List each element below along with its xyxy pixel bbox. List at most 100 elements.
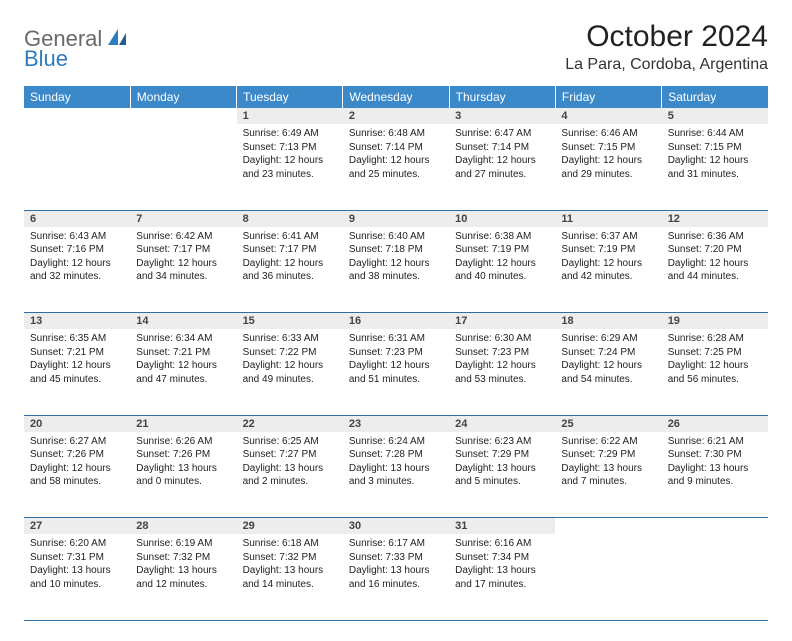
daylight-line2: and 0 minutes.	[136, 475, 230, 489]
day-cell: Sunrise: 6:33 AMSunset: 7:22 PMDaylight:…	[237, 329, 343, 415]
sunset-line: Sunset: 7:15 PM	[561, 141, 655, 155]
daylight-line2: and 49 minutes.	[243, 373, 337, 387]
sunrise-line: Sunrise: 6:30 AM	[455, 332, 549, 346]
day-number-cell: 10	[449, 210, 555, 227]
day-info: Sunrise: 6:27 AMSunset: 7:26 PMDaylight:…	[24, 432, 130, 495]
day-cell: Sunrise: 6:47 AMSunset: 7:14 PMDaylight:…	[449, 124, 555, 210]
day-cell: Sunrise: 6:40 AMSunset: 7:18 PMDaylight:…	[343, 227, 449, 313]
day-cell: Sunrise: 6:48 AMSunset: 7:14 PMDaylight:…	[343, 124, 449, 210]
day-info: Sunrise: 6:19 AMSunset: 7:32 PMDaylight:…	[130, 534, 236, 597]
day-info: Sunrise: 6:35 AMSunset: 7:21 PMDaylight:…	[24, 329, 130, 392]
sunrise-line: Sunrise: 6:34 AM	[136, 332, 230, 346]
sunrise-line: Sunrise: 6:33 AM	[243, 332, 337, 346]
daylight-line2: and 5 minutes.	[455, 475, 549, 489]
day-info: Sunrise: 6:46 AMSunset: 7:15 PMDaylight:…	[555, 124, 661, 187]
sunset-line: Sunset: 7:31 PM	[30, 551, 124, 565]
sunrise-line: Sunrise: 6:31 AM	[349, 332, 443, 346]
sunrise-line: Sunrise: 6:43 AM	[30, 230, 124, 244]
day-number-cell: 14	[130, 313, 236, 330]
daylight-line2: and 56 minutes.	[668, 373, 762, 387]
daylight-line2: and 7 minutes.	[561, 475, 655, 489]
day-number-cell: 20	[24, 415, 130, 432]
logo-blue-text: Blue	[24, 46, 68, 72]
day-cell	[24, 124, 130, 210]
sunset-line: Sunset: 7:33 PM	[349, 551, 443, 565]
sunset-line: Sunset: 7:13 PM	[243, 141, 337, 155]
day-cell: Sunrise: 6:23 AMSunset: 7:29 PMDaylight:…	[449, 432, 555, 518]
day-number-cell	[662, 518, 768, 535]
daylight-line2: and 47 minutes.	[136, 373, 230, 387]
weekday-sunday: Sunday	[24, 86, 130, 108]
day-number-cell: 24	[449, 415, 555, 432]
sunset-line: Sunset: 7:26 PM	[136, 448, 230, 462]
day-cell: Sunrise: 6:36 AMSunset: 7:20 PMDaylight:…	[662, 227, 768, 313]
day-info: Sunrise: 6:30 AMSunset: 7:23 PMDaylight:…	[449, 329, 555, 392]
day-cell: Sunrise: 6:26 AMSunset: 7:26 PMDaylight:…	[130, 432, 236, 518]
daylight-line1: Daylight: 13 hours	[455, 564, 549, 578]
day-info: Sunrise: 6:48 AMSunset: 7:14 PMDaylight:…	[343, 124, 449, 187]
day-info-row: Sunrise: 6:43 AMSunset: 7:16 PMDaylight:…	[24, 227, 768, 313]
sunset-line: Sunset: 7:21 PM	[30, 346, 124, 360]
day-info: Sunrise: 6:16 AMSunset: 7:34 PMDaylight:…	[449, 534, 555, 597]
sunrise-line: Sunrise: 6:47 AM	[455, 127, 549, 141]
daylight-line1: Daylight: 13 hours	[243, 462, 337, 476]
daylight-line1: Daylight: 12 hours	[455, 359, 549, 373]
daylight-line1: Daylight: 12 hours	[243, 257, 337, 271]
day-number-cell: 19	[662, 313, 768, 330]
daylight-line1: Daylight: 13 hours	[243, 564, 337, 578]
sunset-line: Sunset: 7:34 PM	[455, 551, 549, 565]
sunset-line: Sunset: 7:14 PM	[455, 141, 549, 155]
month-title: October 2024	[565, 20, 768, 54]
day-cell: Sunrise: 6:28 AMSunset: 7:25 PMDaylight:…	[662, 329, 768, 415]
sunset-line: Sunset: 7:21 PM	[136, 346, 230, 360]
day-info: Sunrise: 6:29 AMSunset: 7:24 PMDaylight:…	[555, 329, 661, 392]
day-cell: Sunrise: 6:42 AMSunset: 7:17 PMDaylight:…	[130, 227, 236, 313]
daylight-line2: and 40 minutes.	[455, 270, 549, 284]
day-cell: Sunrise: 6:29 AMSunset: 7:24 PMDaylight:…	[555, 329, 661, 415]
sunrise-line: Sunrise: 6:22 AM	[561, 435, 655, 449]
day-number-row: 2728293031	[24, 518, 768, 535]
sunrise-line: Sunrise: 6:19 AM	[136, 537, 230, 551]
daylight-line1: Daylight: 13 hours	[136, 462, 230, 476]
sunrise-line: Sunrise: 6:35 AM	[30, 332, 124, 346]
daylight-line2: and 42 minutes.	[561, 270, 655, 284]
daylight-line2: and 25 minutes.	[349, 168, 443, 182]
sunrise-line: Sunrise: 6:38 AM	[455, 230, 549, 244]
daylight-line2: and 38 minutes.	[349, 270, 443, 284]
weekday-wednesday: Wednesday	[343, 86, 449, 108]
daylight-line2: and 17 minutes.	[455, 578, 549, 592]
daylight-line2: and 32 minutes.	[30, 270, 124, 284]
daylight-line1: Daylight: 12 hours	[561, 359, 655, 373]
day-number-cell: 17	[449, 313, 555, 330]
day-cell: Sunrise: 6:21 AMSunset: 7:30 PMDaylight:…	[662, 432, 768, 518]
sunset-line: Sunset: 7:22 PM	[243, 346, 337, 360]
day-info: Sunrise: 6:38 AMSunset: 7:19 PMDaylight:…	[449, 227, 555, 290]
day-cell: Sunrise: 6:34 AMSunset: 7:21 PMDaylight:…	[130, 329, 236, 415]
calendar-table: Sunday Monday Tuesday Wednesday Thursday…	[24, 86, 768, 621]
day-cell: Sunrise: 6:38 AMSunset: 7:19 PMDaylight:…	[449, 227, 555, 313]
sunset-line: Sunset: 7:32 PM	[243, 551, 337, 565]
daylight-line2: and 10 minutes.	[30, 578, 124, 592]
sunset-line: Sunset: 7:25 PM	[668, 346, 762, 360]
day-cell: Sunrise: 6:49 AMSunset: 7:13 PMDaylight:…	[237, 124, 343, 210]
day-number-cell: 6	[24, 210, 130, 227]
daylight-line1: Daylight: 12 hours	[243, 154, 337, 168]
day-number-cell: 28	[130, 518, 236, 535]
sunset-line: Sunset: 7:28 PM	[349, 448, 443, 462]
day-info: Sunrise: 6:44 AMSunset: 7:15 PMDaylight:…	[662, 124, 768, 187]
daylight-line2: and 16 minutes.	[349, 578, 443, 592]
daylight-line2: and 29 minutes.	[561, 168, 655, 182]
sunset-line: Sunset: 7:23 PM	[455, 346, 549, 360]
daylight-line2: and 3 minutes.	[349, 475, 443, 489]
day-info: Sunrise: 6:41 AMSunset: 7:17 PMDaylight:…	[237, 227, 343, 290]
day-number-row: 13141516171819	[24, 313, 768, 330]
daylight-line1: Daylight: 13 hours	[349, 564, 443, 578]
day-number-cell: 22	[237, 415, 343, 432]
day-info: Sunrise: 6:47 AMSunset: 7:14 PMDaylight:…	[449, 124, 555, 187]
daylight-line2: and 9 minutes.	[668, 475, 762, 489]
daylight-line1: Daylight: 13 hours	[561, 462, 655, 476]
sunset-line: Sunset: 7:20 PM	[668, 243, 762, 257]
day-cell: Sunrise: 6:31 AMSunset: 7:23 PMDaylight:…	[343, 329, 449, 415]
weekday-friday: Friday	[555, 86, 661, 108]
day-number-cell	[555, 518, 661, 535]
